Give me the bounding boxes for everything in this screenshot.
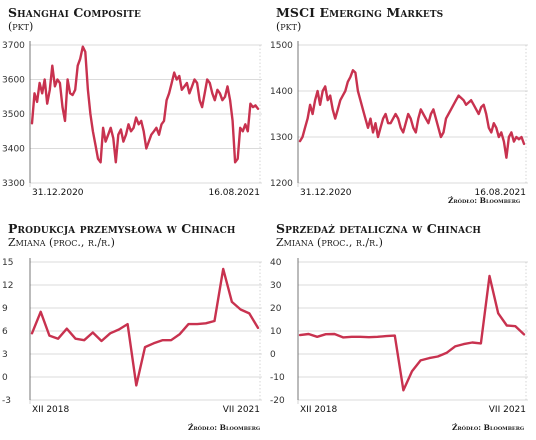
x-start-label: XII 2018 bbox=[32, 405, 70, 415]
panel-shanghai: Shanghai Composite (pkt) bbox=[8, 5, 141, 34]
chart-subtitle: (pkt) bbox=[8, 20, 34, 33]
x-end-label: VII 2021 bbox=[223, 405, 260, 415]
y-tick-label: 15 bbox=[2, 258, 13, 268]
chart-subtitle: (pkt) bbox=[276, 20, 302, 33]
series-line bbox=[30, 267, 260, 387]
y-tick-label: 1500 bbox=[270, 41, 293, 51]
y-tick-label: 3700 bbox=[2, 41, 25, 51]
y-tick-label: 1300 bbox=[270, 133, 293, 143]
panel-retail: Sprzedaż detaliczna w Chinach Zmiana (pr… bbox=[276, 221, 481, 250]
chart-title: Produkcja przemysłowa w Chinach bbox=[8, 221, 236, 236]
y-tick-label: -3 bbox=[2, 396, 11, 406]
y-tick-label: 0 bbox=[2, 373, 8, 383]
series-line bbox=[298, 69, 526, 159]
x-end-label: VII 2021 bbox=[489, 405, 526, 415]
y-tick-label: 0 bbox=[270, 350, 276, 360]
x-start-label: 31.12.2020 bbox=[32, 188, 84, 198]
chart-subtitle: Zmiana (proc., r./r.) bbox=[8, 236, 115, 249]
panel-msci: MSCI Emerging Markets (pkt) bbox=[276, 5, 444, 34]
y-tick-label: 20 bbox=[270, 304, 282, 314]
y-tick-label: 40 bbox=[270, 258, 282, 268]
source-label: Źródło: Bloomberg bbox=[448, 196, 521, 205]
chart-title: Shanghai Composite bbox=[8, 5, 141, 20]
y-tick-label: 9 bbox=[2, 304, 8, 314]
y-tick-label: 3400 bbox=[2, 145, 25, 155]
source-label: Źródło: Bloomberg bbox=[452, 423, 525, 432]
y-tick-label: 30 bbox=[270, 281, 282, 291]
y-tick-label: 1400 bbox=[270, 87, 293, 97]
y-tick-label: 10 bbox=[270, 327, 282, 337]
x-end-label: 16.08.2021 bbox=[208, 188, 260, 198]
x-start-label: 31.12.2020 bbox=[300, 188, 352, 198]
x-start-label: XII 2018 bbox=[300, 405, 338, 415]
source-label: Źródło: Bloomberg bbox=[188, 423, 261, 432]
y-tick-label: 3500 bbox=[2, 110, 25, 120]
y-tick-label: -10 bbox=[270, 373, 285, 383]
panel-industrial: Produkcja przemysłowa w Chinach Zmiana (… bbox=[8, 221, 236, 250]
y-tick-label: 3300 bbox=[2, 179, 25, 189]
chart-title: MSCI Emerging Markets bbox=[276, 5, 444, 20]
chart-subtitle: Zmiana (proc., r./r.) bbox=[276, 236, 383, 249]
y-tick-label: 1200 bbox=[270, 179, 293, 189]
series-line bbox=[30, 45, 260, 164]
y-tick-label: -20 bbox=[270, 396, 285, 406]
y-tick-label: 3 bbox=[2, 350, 8, 360]
y-tick-label: 3600 bbox=[2, 76, 25, 86]
chart-title: Sprzedaż detaliczna w Chinach bbox=[276, 221, 481, 236]
y-tick-label: 6 bbox=[2, 327, 8, 337]
y-tick-label: 12 bbox=[2, 281, 13, 291]
series-line bbox=[298, 274, 526, 392]
x-end-label: 16.08.2021 bbox=[474, 188, 526, 198]
